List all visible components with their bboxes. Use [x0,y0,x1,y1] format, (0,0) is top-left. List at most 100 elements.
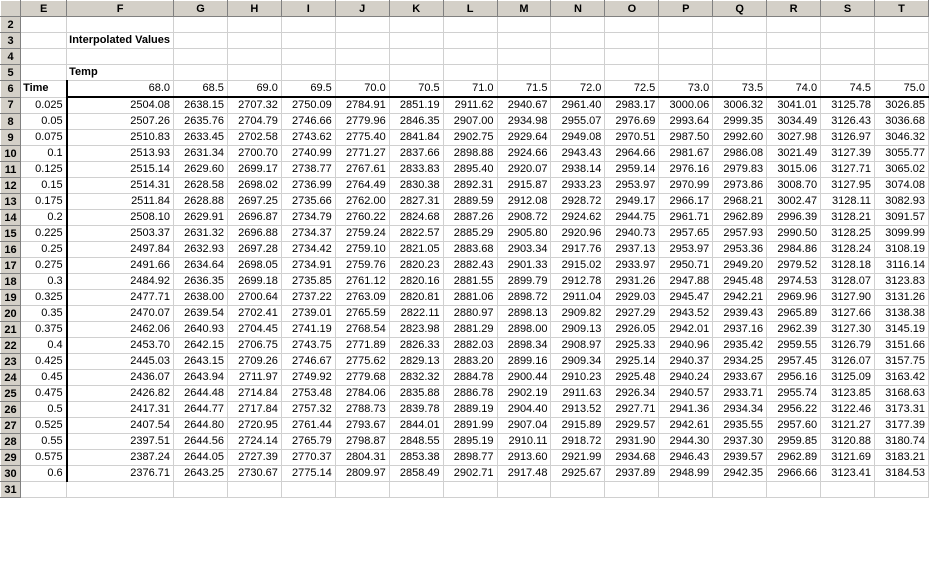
data-cell-R19[interactable]: 2969.96 [766,289,822,306]
row-header-3[interactable]: 3 [0,32,22,49]
data-cell-R18[interactable]: 2974.53 [766,273,822,290]
cell-O3[interactable] [604,32,660,49]
temp-column-header-69.0[interactable]: 69.0 [227,80,282,98]
data-cell-T27[interactable]: 3177.39 [874,417,929,434]
row-header-13[interactable]: 13 [0,193,22,210]
data-cell-P29[interactable]: 2946.43 [658,449,714,466]
data-cell-Q30[interactable]: 2942.35 [712,465,768,482]
time-value-21[interactable]: 0.375 [20,321,68,338]
data-cell-O16[interactable]: 2937.13 [604,241,660,258]
data-cell-F11[interactable]: 2515.14 [65,161,175,178]
data-cell-P15[interactable]: 2957.65 [658,225,714,242]
data-cell-R27[interactable]: 2957.60 [766,417,822,434]
column-header-f[interactable]: F [66,0,175,17]
data-cell-K12[interactable]: 2830.38 [389,177,444,194]
data-cell-G26[interactable]: 2644.77 [173,401,228,418]
data-cell-T30[interactable]: 3184.53 [874,465,929,482]
data-cell-P9[interactable]: 2987.50 [658,129,714,146]
data-cell-O17[interactable]: 2933.97 [604,257,660,274]
column-header-l[interactable]: L [442,0,498,17]
data-cell-G22[interactable]: 2642.15 [173,337,228,354]
cell-E4[interactable] [20,48,68,65]
cell-N3[interactable] [550,32,606,49]
row-header-31[interactable]: 31 [0,481,22,498]
data-cell-I19[interactable]: 2737.22 [281,289,336,306]
data-cell-Q8[interactable]: 2999.35 [712,113,768,130]
data-cell-P10[interactable]: 2981.67 [658,145,714,162]
data-cell-L18[interactable]: 2881.55 [443,273,498,290]
data-cell-Q11[interactable]: 2979.83 [712,161,768,178]
data-cell-I8[interactable]: 2746.66 [281,113,336,130]
data-cell-N26[interactable]: 2913.52 [550,401,606,418]
data-cell-K25[interactable]: 2835.88 [389,385,444,402]
data-cell-M22[interactable]: 2898.34 [497,337,552,354]
data-cell-F7[interactable]: 2504.08 [65,96,175,114]
row-header-23[interactable]: 23 [0,353,22,370]
select-all-corner[interactable] [0,0,22,17]
data-cell-P14[interactable]: 2961.71 [658,209,714,226]
data-cell-M12[interactable]: 2915.87 [497,177,552,194]
cell-I2[interactable] [281,16,336,33]
data-cell-N7[interactable]: 2961.40 [550,96,606,114]
cell-F2[interactable] [66,16,175,33]
cell-I31[interactable] [281,481,336,498]
data-cell-K15[interactable]: 2822.57 [389,225,444,242]
time-value-29[interactable]: 0.575 [20,449,68,466]
column-header-g[interactable]: G [173,0,228,17]
data-cell-O10[interactable]: 2964.66 [604,145,660,162]
data-cell-H25[interactable]: 2714.84 [227,385,282,402]
data-cell-S27[interactable]: 3121.27 [820,417,875,434]
data-cell-R10[interactable]: 3021.49 [766,145,822,162]
data-cell-F14[interactable]: 2508.10 [65,209,175,226]
data-cell-G11[interactable]: 2629.60 [173,161,228,178]
data-cell-N30[interactable]: 2925.67 [550,465,606,482]
data-cell-J27[interactable]: 2793.67 [335,417,390,434]
time-value-18[interactable]: 0.3 [20,273,68,290]
spreadsheet-grid[interactable]: E F G H I J K L M N O P Q R S T 2 3 Interpolated Values 4 5 T… [0,0,929,498]
row-header-27[interactable]: 27 [0,417,22,434]
data-cell-O21[interactable]: 2926.05 [604,321,660,338]
data-cell-G29[interactable]: 2644.05 [173,449,228,466]
data-cell-Q22[interactable]: 2935.42 [712,337,768,354]
data-cell-L26[interactable]: 2889.19 [443,401,498,418]
cell-Q3[interactable] [712,32,768,49]
row-header-11[interactable]: 11 [0,161,22,178]
data-cell-J10[interactable]: 2771.27 [335,145,390,162]
cell-M4[interactable] [497,48,552,65]
cell-N4[interactable] [550,48,606,65]
data-cell-M8[interactable]: 2934.98 [497,113,552,130]
data-cell-M14[interactable]: 2908.72 [497,209,552,226]
data-cell-R12[interactable]: 3008.70 [766,177,822,194]
data-cell-F30[interactable]: 2376.71 [65,465,175,482]
data-cell-I22[interactable]: 2743.75 [281,337,336,354]
cell-O2[interactable] [604,16,660,33]
data-cell-T29[interactable]: 3183.21 [874,449,929,466]
data-cell-M13[interactable]: 2912.08 [497,193,552,210]
data-cell-Q13[interactable]: 2968.21 [712,193,768,210]
data-cell-T19[interactable]: 3131.26 [874,289,929,306]
data-cell-O14[interactable]: 2944.75 [604,209,660,226]
data-cell-S13[interactable]: 3128.11 [820,193,875,210]
data-cell-J18[interactable]: 2761.12 [335,273,390,290]
data-cell-L9[interactable]: 2902.75 [443,129,498,146]
cell-K4[interactable] [389,48,444,65]
data-cell-F16[interactable]: 2497.84 [65,241,175,258]
data-cell-P16[interactable]: 2953.97 [658,241,714,258]
data-cell-O24[interactable]: 2925.48 [604,369,660,386]
cell-M31[interactable] [497,481,552,498]
time-value-26[interactable]: 0.5 [20,401,68,418]
data-cell-G14[interactable]: 2629.91 [173,209,228,226]
temp-column-header-71.0[interactable]: 71.0 [443,80,498,98]
data-cell-N9[interactable]: 2949.08 [550,129,606,146]
cell-G2[interactable] [173,16,228,33]
data-cell-L22[interactable]: 2882.03 [443,337,498,354]
data-cell-N16[interactable]: 2917.76 [550,241,606,258]
row-header-6[interactable]: 6 [0,80,22,98]
column-header-s[interactable]: S [820,0,875,17]
data-cell-I25[interactable]: 2753.48 [281,385,336,402]
data-cell-H29[interactable]: 2727.39 [227,449,282,466]
cell-Q5[interactable] [712,64,768,81]
time-value-15[interactable]: 0.225 [20,225,68,242]
cell-Q2[interactable] [712,16,768,33]
data-cell-J12[interactable]: 2764.49 [335,177,390,194]
